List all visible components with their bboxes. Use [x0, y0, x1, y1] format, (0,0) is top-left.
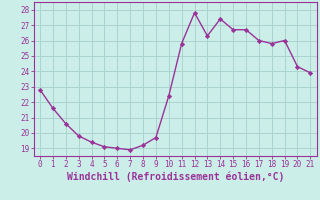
X-axis label: Windchill (Refroidissement éolien,°C): Windchill (Refroidissement éolien,°C) — [67, 172, 284, 182]
